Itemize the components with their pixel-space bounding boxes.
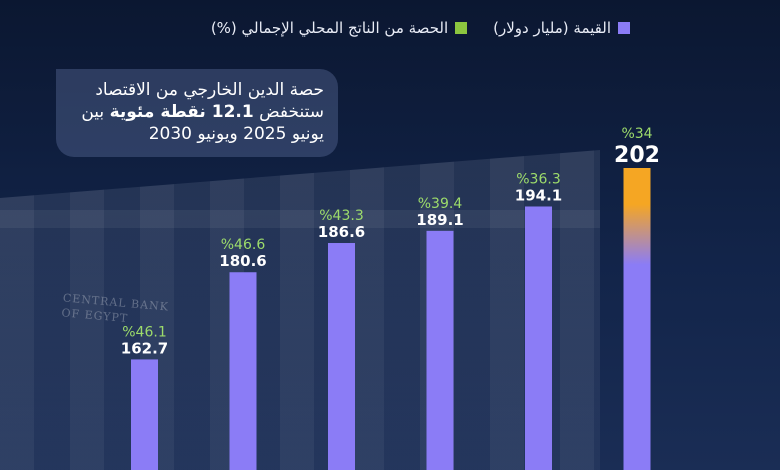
bar-6: [623, 168, 651, 470]
bar-3: [328, 243, 355, 470]
callout-box: حصة الدين الخارجي من الاقتصاد ستنخفض 12.…: [56, 69, 338, 157]
share-label-2: %46.6: [221, 237, 266, 253]
share-label-4: %39.4: [418, 196, 463, 212]
value-label-3: 186.6: [318, 223, 365, 241]
bar-2: [229, 272, 257, 470]
share-label-1: %46.1: [122, 324, 166, 340]
value-label-6: 202: [614, 143, 660, 168]
callout-line-1: حصة الدين الخارجي من الاقتصاد: [95, 80, 324, 100]
background-building: [0, 150, 600, 470]
share-label-5: %36.3: [516, 171, 560, 187]
legend-swatch-value: [618, 22, 630, 34]
bar-4: [426, 230, 454, 470]
value-label-4: 189.1: [416, 211, 463, 229]
value-label-1: 162.7: [121, 339, 168, 357]
value-label-2: 180.6: [219, 252, 266, 270]
legend: القيمة (مليار دولار) الحصة من الناتج الم…: [211, 19, 630, 37]
share-label-3: %43.3: [319, 208, 363, 224]
callout-line-2-post: بين: [81, 102, 110, 122]
legend-label-share: الحصة من الناتج المحلي الإجمالي (%): [210, 19, 449, 37]
bar-1: [131, 359, 158, 470]
callout-line-3: يونيو 2025 ويونيو 2030: [148, 124, 324, 144]
value-label-5: 194.1: [515, 186, 562, 204]
legend-label-value: القيمة (مليار دولار): [493, 19, 611, 37]
callout-line-2-bold: 12.1 نقطة مئوية: [109, 102, 254, 122]
legend-item-share: الحصة من الناتج المحلي الإجمالي (%): [210, 19, 468, 37]
share-label-6: %34: [621, 126, 652, 142]
callout-line-2: ستنخفض 12.1 نقطة مئوية بين: [66, 101, 324, 123]
bar-5: [525, 206, 552, 470]
callout-line-2-pre: ستنخفض: [253, 102, 324, 122]
legend-swatch-share: [455, 22, 468, 34]
legend-item-value: القيمة (مليار دولار): [493, 19, 630, 37]
